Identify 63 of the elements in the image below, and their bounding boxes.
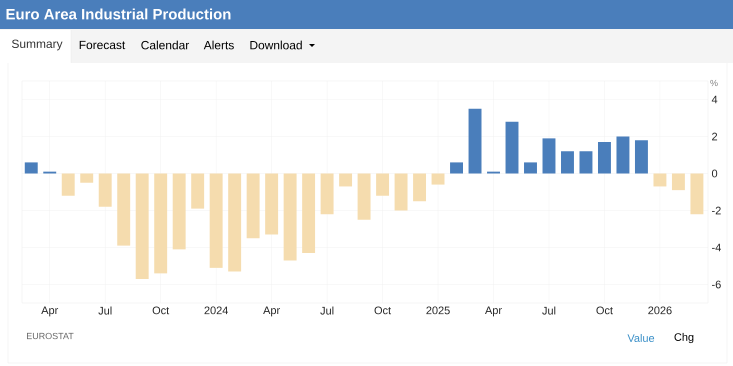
bar bbox=[246, 173, 260, 238]
bar bbox=[210, 173, 223, 268]
y-tick-label: 0 bbox=[712, 170, 718, 178]
bar bbox=[672, 173, 685, 190]
bar bbox=[561, 151, 574, 174]
y-tick-label: 4 bbox=[712, 96, 718, 104]
text: Download bbox=[250, 40, 302, 50]
bar bbox=[432, 173, 445, 185]
bar bbox=[172, 173, 186, 250]
text: EUROSTAT bbox=[26, 332, 74, 340]
bar bbox=[598, 142, 611, 174]
bar bbox=[524, 162, 537, 174]
y-tick-label: 2 bbox=[712, 132, 718, 140]
text: Forecast bbox=[80, 40, 126, 50]
bar bbox=[616, 136, 630, 174]
bar bbox=[191, 173, 204, 209]
x-tick-label: Jul bbox=[542, 306, 556, 315]
x-tick-label: Apr bbox=[263, 306, 280, 316]
bar bbox=[653, 173, 666, 186]
x-tick-label: Apr bbox=[41, 306, 58, 316]
bar bbox=[24, 162, 38, 174]
x-tick-label: 2025 bbox=[426, 306, 450, 314]
bar bbox=[542, 138, 556, 174]
bar bbox=[506, 122, 518, 174]
bar bbox=[376, 173, 390, 196]
bar bbox=[154, 173, 168, 274]
bar bbox=[394, 173, 408, 210]
bar bbox=[690, 173, 704, 214]
bar bbox=[265, 173, 278, 235]
y-axis-title: % bbox=[710, 80, 718, 86]
bar bbox=[80, 173, 94, 183]
bar bbox=[228, 173, 242, 272]
bar bbox=[413, 173, 426, 202]
chart-title: Euro Area Industrial Production bbox=[6, 8, 230, 20]
bar bbox=[302, 173, 316, 254]
y-tick-label: -4 bbox=[712, 244, 721, 252]
bar bbox=[358, 173, 371, 220]
bar bbox=[117, 173, 130, 246]
x-tick-label: Oct bbox=[152, 306, 170, 314]
y-tick-label: -6 bbox=[712, 280, 721, 288]
text: Calendar bbox=[141, 40, 190, 50]
bar bbox=[634, 140, 648, 174]
text: Summary bbox=[12, 40, 63, 50]
x-tick-label: Jul bbox=[320, 306, 334, 315]
x-tick-label: Apr bbox=[485, 306, 502, 316]
bar bbox=[98, 173, 112, 207]
text: Alerts bbox=[204, 40, 234, 50]
x-tick-label: Oct bbox=[374, 306, 392, 314]
text: Chg bbox=[674, 332, 694, 344]
x-tick-label: 2026 bbox=[648, 306, 672, 314]
bar bbox=[339, 173, 352, 186]
bar bbox=[136, 173, 149, 279]
bar bbox=[62, 173, 75, 196]
x-tick-label: 2024 bbox=[204, 306, 228, 314]
bar bbox=[284, 173, 297, 260]
y-tick-label: -2 bbox=[712, 206, 721, 214]
bar bbox=[468, 108, 482, 174]
text: Value bbox=[627, 334, 654, 342]
bar bbox=[320, 173, 334, 214]
bar bbox=[450, 162, 464, 174]
x-tick-label: Oct bbox=[596, 306, 613, 314]
x-tick-label: Jul bbox=[98, 306, 112, 315]
bar bbox=[579, 151, 592, 174]
